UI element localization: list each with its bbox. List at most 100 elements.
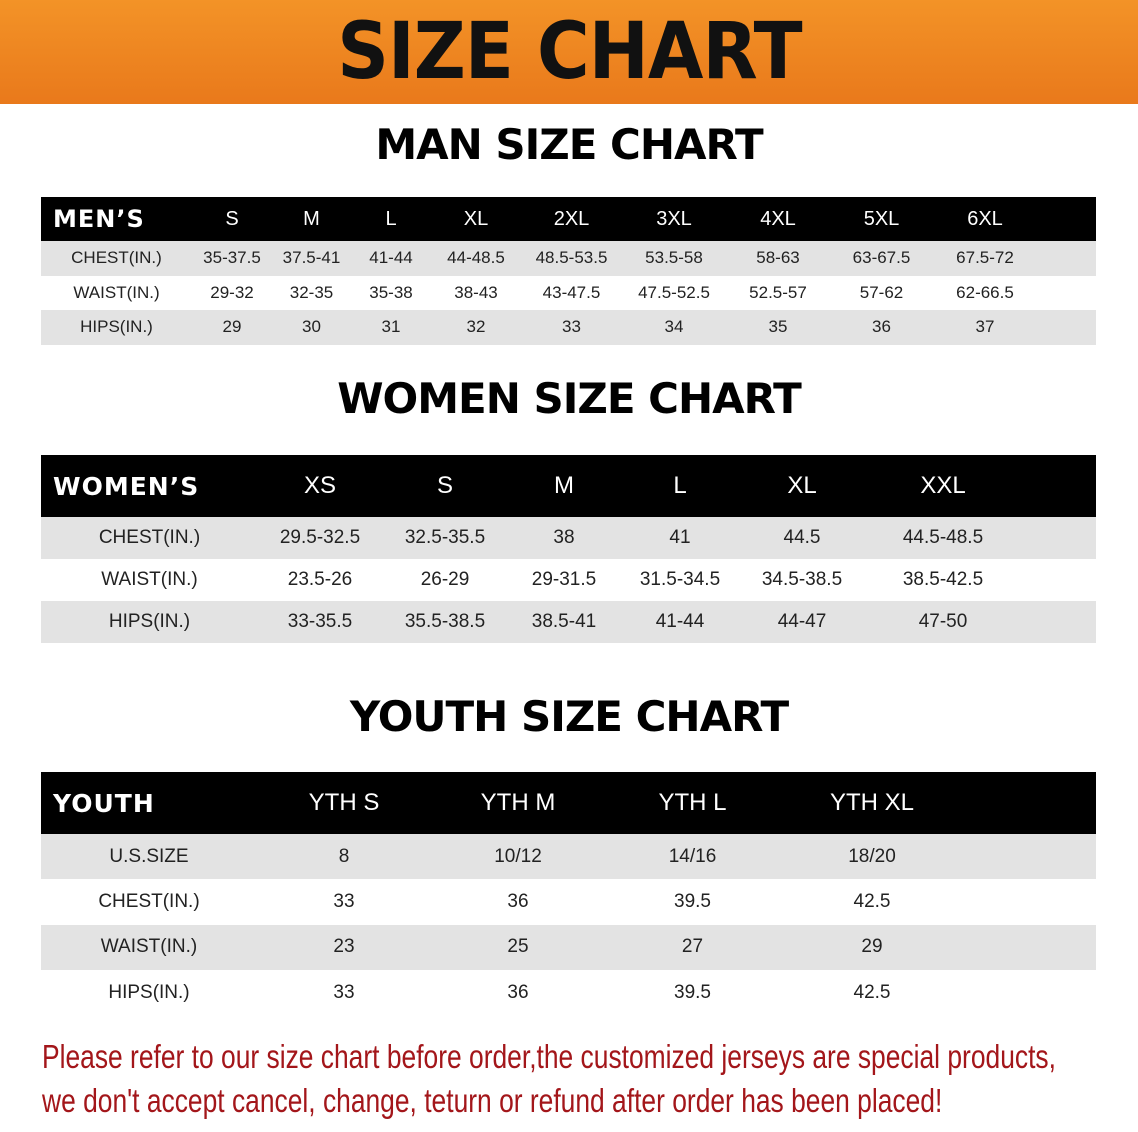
measurement-label: HIPS(IN.): [108, 981, 190, 1003]
table-cell: 33-35.5: [287, 611, 353, 632]
measurement-label: CHEST(IN.): [71, 248, 162, 268]
table-row: CHEST(IN.) 35-37.5 37.5-41 41-44 44-48.5 48.5…: [41, 241, 1096, 276]
table-row: HIPS(IN.) 33-35.5 35.5-38.5 38.5-41 41-44 44-…: [41, 601, 1096, 643]
size-column-header: M: [554, 472, 574, 499]
table-cell: 25: [507, 936, 529, 958]
table-header-row: WOMEN’S XS S M L XL XXL: [41, 455, 1096, 517]
table-cell: 35-37.5: [203, 248, 261, 268]
table-cell: 57-62: [859, 282, 904, 302]
measurement-label: HIPS(IN.): [108, 611, 191, 632]
size-column-header: 3XL: [656, 207, 692, 230]
table-cell: 29: [861, 936, 883, 958]
table-cell: 18/20: [848, 845, 896, 867]
size-column-header: XL: [463, 207, 489, 230]
size-column-header: 2XL: [553, 207, 590, 230]
table-cell: 36: [872, 317, 891, 337]
table-cell: 32-35: [289, 282, 334, 302]
size-column-header: S: [436, 472, 453, 499]
table-row: U.S.SIZE 8 10/12 14/16 18/20: [41, 834, 1096, 880]
measurement-label: CHEST(IN.): [98, 890, 200, 912]
table-header-label: WOMEN’S: [53, 471, 200, 501]
table-row: WAIST(IN.) 23.5-26 26-29 29-31.5 31.5-34.5 34…: [41, 559, 1096, 601]
notice-line-1: Please refer to our size chart before or…: [42, 1038, 1056, 1075]
table-cell: 10/12: [494, 845, 542, 867]
table-cell: 33: [333, 890, 355, 912]
men-section-title: MAN SIZE CHART: [375, 120, 763, 169]
size-chart-banner: SIZE CHART: [0, 0, 1138, 104]
measurement-label: CHEST(IN.): [98, 527, 201, 548]
size-column-header: YTH XL: [829, 789, 915, 816]
table-cell: 35: [768, 317, 788, 337]
youth-section-title: YOUTH SIZE CHART: [349, 692, 789, 741]
table-cell: 38-43: [454, 282, 498, 302]
table-cell: 52.5-57: [749, 282, 807, 302]
women-section-title: WOMEN SIZE CHART: [337, 374, 802, 423]
size-column-header: XS: [303, 472, 336, 499]
table-cell: 37.5-41: [282, 248, 341, 268]
table-header-row: MEN’S S M L XL 2XL 3XL 4XL 5XL 6XL: [41, 197, 1096, 241]
youth-size-table: YOUTH YTH S YTH M YTH L YTH XL U.S.SIZE 8 10/12…: [41, 772, 1096, 1016]
table-cell: 37: [975, 317, 995, 337]
table-cell: 31.5-34.5: [639, 569, 721, 590]
table-cell: 27: [681, 936, 704, 958]
measurement-label: HIPS(IN.): [80, 317, 153, 337]
size-column-header: L: [385, 207, 397, 230]
table-header-row: YOUTH YTH S YTH M YTH L YTH XL: [41, 772, 1096, 834]
table-cell: 67.5-72: [956, 248, 1014, 268]
table-cell: 38.5-42.5: [902, 569, 984, 590]
table-cell: 33: [333, 981, 355, 1003]
table-cell: 32.5-35.5: [404, 527, 486, 548]
table-cell: 53.5-58: [645, 248, 703, 268]
table-cell: 47-50: [918, 611, 968, 632]
measurement-label: WAIST(IN.): [73, 282, 160, 302]
table-cell: 29-31.5: [531, 569, 597, 590]
table-cell: 63-67.5: [852, 248, 911, 268]
measurement-label: WAIST(IN.): [101, 569, 198, 590]
table-cell: 47.5-52.5: [638, 282, 710, 302]
table-cell: 41-44: [369, 248, 413, 268]
table-cell: 23.5-26: [287, 569, 353, 590]
size-column-header: 5XL: [863, 207, 900, 230]
size-column-header: L: [673, 472, 687, 499]
women-size-table: WOMEN’S XS S M L XL XXL CHEST(IN.) 29.5-32.5 32.5…: [41, 455, 1096, 643]
table-row: CHEST(IN.) 29.5-32.5 32.5-35.5 38 41 44.5 44.5…: [41, 517, 1096, 559]
table-cell: 44.5-48.5: [902, 527, 984, 548]
table-cell: 42.5: [853, 890, 891, 912]
size-column-header: YTH S: [308, 789, 380, 816]
measurement-label: U.S.SIZE: [109, 845, 189, 867]
measurement-label: WAIST(IN.): [100, 936, 198, 958]
table-cell: 62-66.5: [956, 282, 1014, 302]
size-column-header: 4XL: [760, 207, 796, 230]
table-cell: 36: [507, 981, 529, 1003]
table-cell: 42.5: [853, 981, 891, 1003]
table-cell: 41: [669, 527, 691, 548]
table-cell: 29-32: [210, 282, 254, 302]
table-cell: 48.5-53.5: [535, 248, 608, 268]
table-cell: 36: [507, 890, 529, 912]
table-cell: 32: [466, 317, 486, 337]
table-cell: 44-48.5: [447, 248, 505, 268]
table-cell: 44-47: [777, 611, 827, 632]
men-size-table: MEN’S S M L XL 2XL 3XL 4XL 5XL 6XL CHEST(IN.) 35-37…: [41, 197, 1096, 345]
size-column-header: XXL: [920, 472, 966, 499]
size-column-header: M: [303, 207, 320, 230]
size-column-header: 6XL: [967, 207, 1003, 230]
notice-line-2: we don't accept cancel, change, teturn o…: [42, 1082, 943, 1119]
table-cell: 29: [222, 317, 242, 337]
table-cell: 41-44: [655, 611, 705, 632]
table-cell: 33: [562, 317, 581, 337]
table-cell: 35-38: [369, 282, 413, 302]
table-cell: 23: [333, 936, 355, 958]
table-cell: 35.5-38.5: [404, 611, 486, 632]
banner-title: SIZE CHART: [336, 7, 802, 97]
table-cell: 38: [553, 527, 575, 548]
table-cell: 8: [338, 845, 350, 867]
table-header-label: MEN’S: [53, 205, 145, 233]
table-cell: 34.5-38.5: [761, 569, 843, 590]
table-cell: 30: [302, 317, 321, 337]
table-row: CHEST(IN.) 33 36 39.5 42.5: [41, 879, 1096, 925]
table-cell: 34: [664, 317, 684, 337]
size-column-header: XL: [787, 472, 817, 499]
size-column-header: S: [225, 207, 239, 230]
table-cell: 43-47.5: [542, 282, 601, 302]
